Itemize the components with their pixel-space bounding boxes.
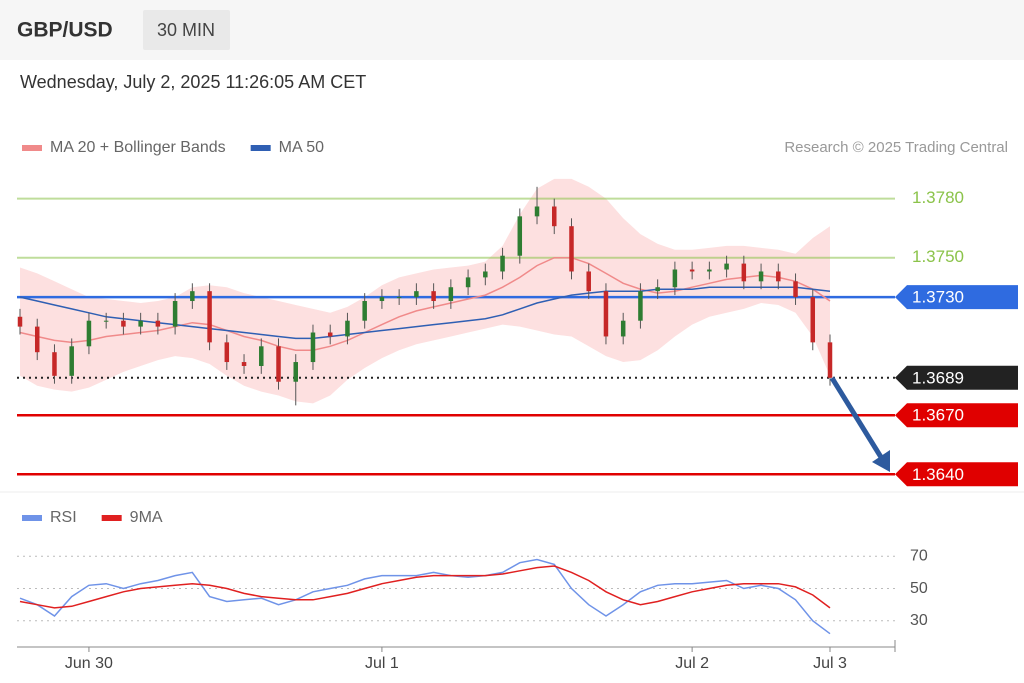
candle-body	[793, 281, 798, 298]
candle-body	[741, 263, 747, 282]
candle-body	[431, 291, 436, 302]
legend-label: 9MA	[130, 509, 163, 526]
level-label: 1.3750	[912, 247, 964, 266]
candle-body	[396, 297, 402, 299]
bollinger-band	[20, 178, 830, 404]
candle-body	[552, 206, 557, 227]
candle-body	[465, 277, 471, 288]
candle-body	[689, 269, 695, 272]
candle-body	[310, 332, 316, 363]
forecast-arrowhead	[872, 450, 890, 472]
candle-body	[603, 291, 609, 337]
copyright: Research © 2025 Trading Central	[784, 139, 1008, 156]
candle-body	[483, 271, 488, 278]
candle-body	[672, 269, 678, 288]
candle-body	[724, 263, 729, 270]
candle-body	[345, 320, 350, 337]
candle-body	[69, 346, 74, 376]
candle-body	[155, 320, 161, 327]
level-tag-label: 1.3640	[912, 465, 964, 484]
candle-body	[500, 255, 505, 272]
candle-body	[758, 271, 764, 282]
x-tick-label: Jun 30	[65, 655, 113, 672]
x-tick-label: Jul 1	[365, 655, 399, 672]
candle-body	[517, 216, 523, 256]
level-tag	[895, 285, 1018, 310]
candle-body	[827, 342, 833, 378]
candle-body	[207, 291, 212, 343]
candle-body	[224, 342, 230, 363]
moving-average	[19, 256, 831, 351]
candle-body	[17, 316, 23, 327]
candle-body	[620, 320, 626, 337]
candle-body	[362, 301, 367, 321]
candle-body	[293, 362, 298, 382]
candle-body	[121, 320, 126, 327]
legend-label: RSI	[50, 509, 77, 526]
candle-body	[86, 320, 92, 347]
interval-box	[143, 10, 230, 50]
candle-body	[655, 287, 660, 292]
y-tick-label: 30	[910, 612, 928, 629]
forecast-arrow	[829, 376, 887, 464]
candle-body	[138, 320, 143, 327]
y-tick-label: 50	[910, 580, 928, 597]
candle-body	[190, 291, 195, 302]
symbol: GBP/USD	[17, 19, 113, 42]
candle-body	[776, 271, 781, 282]
candle-body	[241, 362, 247, 366]
legend-swatch	[22, 515, 42, 521]
candle-body	[810, 297, 816, 343]
candle-body	[276, 346, 281, 382]
legend-label: MA 20 + Bollinger Bands	[50, 139, 226, 156]
candle-body	[259, 346, 264, 366]
legend-label: MA 50	[279, 139, 324, 156]
y-tick-label: 70	[910, 548, 928, 565]
level-tag	[895, 462, 1018, 487]
candle-body	[448, 287, 454, 302]
legend-swatch	[101, 515, 122, 521]
x-tick-label: Jul 3	[813, 655, 847, 672]
level-tag-label: 1.3730	[912, 288, 964, 307]
level-label: 1.3780	[912, 188, 964, 207]
level-tag-label: 1.3670	[912, 406, 964, 425]
x-tick-label: Jul 2	[675, 655, 709, 672]
moving-average	[19, 286, 831, 340]
line-series	[19, 565, 831, 609]
candle-body	[414, 291, 419, 298]
level-tag	[895, 365, 1018, 390]
candle-body	[569, 226, 574, 272]
candle-body	[534, 206, 540, 217]
candle-body	[586, 271, 591, 292]
level-tag-label: 1.3689	[912, 368, 964, 387]
candle-body	[379, 297, 385, 302]
candle-body	[103, 320, 109, 322]
level-tag	[895, 403, 1018, 428]
candle-body	[34, 326, 40, 353]
candle-body	[172, 301, 178, 327]
line-series	[19, 558, 831, 635]
legend-swatch	[250, 145, 271, 151]
legend-swatch	[22, 145, 42, 151]
candle-body	[52, 352, 57, 376]
candle-body	[638, 291, 643, 321]
candle-body	[327, 332, 333, 337]
interval: 30 MIN	[157, 20, 215, 40]
timestamp: Wednesday, July 2, 2025 11:26:05 AM CET	[20, 72, 366, 92]
candle-body	[707, 269, 712, 272]
